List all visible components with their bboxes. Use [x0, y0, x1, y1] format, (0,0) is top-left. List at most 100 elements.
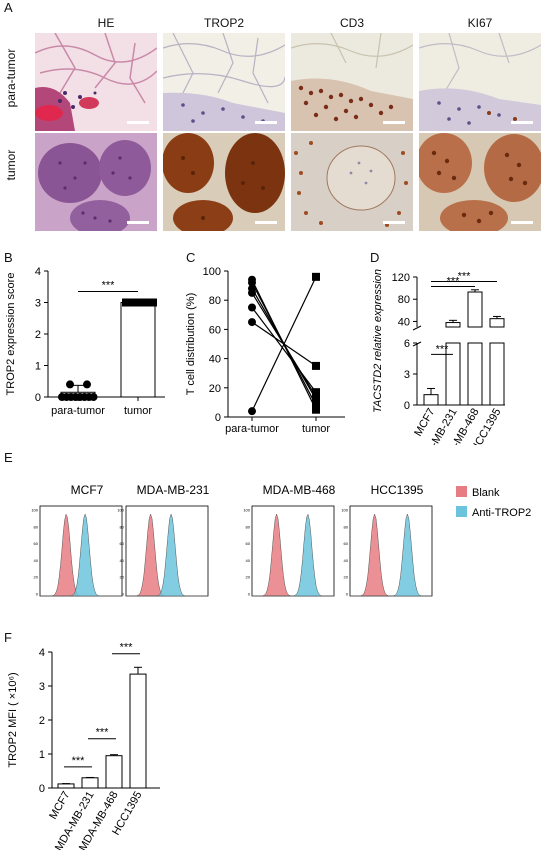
x-tick-label: tumor	[124, 405, 152, 417]
y-tick-label: 3	[404, 369, 410, 381]
data-point-tumor	[312, 361, 320, 370]
histogram-y-tick: 60	[246, 541, 251, 546]
ki67-tumor-image	[419, 133, 541, 231]
bar-MDA-MB-231	[81, 777, 99, 789]
y-tick-label: 20	[209, 383, 221, 395]
chart-b: 0 1 2 3 4 TROP2 expression score para-tumor tum…	[5, 266, 165, 417]
histogram-title: MDA-MB-468	[263, 483, 336, 497]
blank-histogram	[252, 513, 334, 597]
he-tumor-image	[35, 133, 157, 231]
y-tick-label: 0	[404, 400, 410, 412]
y-tick-label: 3	[35, 298, 41, 310]
y-tick-label: 0	[35, 392, 41, 404]
bar-MDA-MB-231-upper	[445, 322, 461, 328]
data-point-para-tumor	[83, 380, 91, 389]
legend-swatch	[456, 486, 467, 497]
histogram-title: MDA-MB-231	[137, 483, 210, 497]
histogram-y-tick: 80	[34, 524, 39, 529]
significance-label: ***	[72, 755, 86, 767]
histogram-y-tick: 40	[246, 558, 251, 563]
histogram-y-tick: 40	[344, 558, 349, 563]
y-tick-label: 3	[39, 681, 45, 693]
panel-e-label: E	[4, 450, 13, 465]
y-tick-label: 40	[398, 316, 410, 328]
data-point-tumor	[149, 298, 157, 307]
bar-HCC1395-lower	[489, 342, 505, 406]
y-axis-title: TACSTD2 relative expression	[372, 269, 384, 413]
data-point-para-tumor	[89, 393, 98, 401]
y-tick-label: 80	[398, 294, 410, 306]
histogram-y-tick: 40	[120, 558, 125, 563]
pair-line	[251, 307, 317, 393]
axis-break-mark	[412, 341, 422, 347]
anti-trop2-histogram	[252, 513, 334, 597]
histogram-y-tick: 80	[344, 524, 349, 529]
y-tick-label: 1	[35, 361, 41, 373]
data-point-tumor	[312, 272, 320, 281]
blank-histogram	[350, 513, 432, 597]
histogram-y-tick: 40	[34, 558, 39, 563]
x-tick-label: para-tumor	[225, 423, 279, 435]
col-trop2: TROP2	[203, 16, 244, 30]
bar-MDA-MB-468-lower	[467, 342, 483, 406]
bar-MCF7	[57, 783, 75, 789]
legend-label: Blank	[472, 487, 500, 499]
x-tick-label: MCF7	[47, 790, 72, 822]
bar-MCF7	[423, 394, 439, 406]
histogram-y-tick: 0	[248, 592, 251, 597]
x-tick-label: tumor	[302, 423, 330, 435]
panel-c-label: C	[186, 250, 196, 265]
histogram-y-tick: 0	[122, 592, 125, 597]
y-axis-title: TROP2 expression score	[5, 273, 17, 396]
anti-trop2-histogram	[126, 513, 208, 597]
trop2-para-tumor-image	[163, 33, 285, 131]
y-tick-label: 0	[215, 412, 221, 424]
y-tick-label: 6	[404, 338, 410, 350]
y-tick-label: 40	[209, 354, 221, 366]
bar-HCC1395-upper	[489, 318, 505, 328]
chart-e: MCF7 100 80 60 40 20 0 MDA-MB-231 100 80 60 40 20 0 MD…	[31, 483, 531, 597]
x-tick-label: para-tumor	[51, 405, 105, 417]
y-tick-label: 120	[392, 272, 410, 284]
histogram-frame	[251, 505, 335, 597]
y-tick-label: 4	[35, 266, 41, 278]
y-tick-label: 80	[209, 295, 221, 307]
col-he: HE	[97, 16, 115, 30]
col-cd3: CD3	[339, 16, 364, 30]
data-point-tumor	[312, 405, 320, 414]
y-tick-label: 1	[39, 749, 45, 761]
data-point-para-tumor	[248, 303, 256, 312]
bar-tumor	[120, 302, 156, 398]
y-tick-label: 2	[39, 715, 45, 727]
cd3-tumor-image	[291, 133, 413, 231]
anti-trop2-histogram	[40, 513, 122, 597]
data-point-para-tumor	[66, 380, 74, 389]
bar-MDA-MB-231-lower	[445, 342, 461, 406]
ki67-para-tumor-image	[419, 33, 541, 131]
panel-f-label: F	[4, 630, 12, 645]
histogram-title: MCF7	[71, 483, 104, 497]
histogram-y-tick: 20	[120, 575, 125, 580]
histogram-y-tick: 20	[246, 575, 251, 580]
histogram-y-tick: 20	[34, 575, 39, 580]
data-point-tumor	[312, 388, 320, 397]
chart-c: 0 20 40 60 80 100 T cell distribution (%) para-…	[185, 266, 345, 435]
col-ki67: KI67	[467, 16, 493, 30]
significance-label: ***	[102, 279, 116, 291]
data-point-para-tumor	[248, 407, 256, 416]
pair-line	[251, 276, 317, 412]
data-point-para-tumor	[248, 318, 256, 327]
histogram-y-tick: 100	[341, 508, 348, 513]
histogram-y-tick: 100	[117, 508, 124, 513]
data-point-tumor	[312, 392, 320, 401]
y-tick-label: 100	[203, 266, 221, 278]
significance-label: ***	[458, 270, 472, 282]
panel-b-label: B	[4, 250, 13, 265]
legend-swatch	[456, 506, 467, 517]
row-para-tumor: para-tumor	[4, 48, 18, 108]
y-tick-label: 60	[209, 324, 221, 336]
panel-a-label: A	[4, 0, 13, 15]
